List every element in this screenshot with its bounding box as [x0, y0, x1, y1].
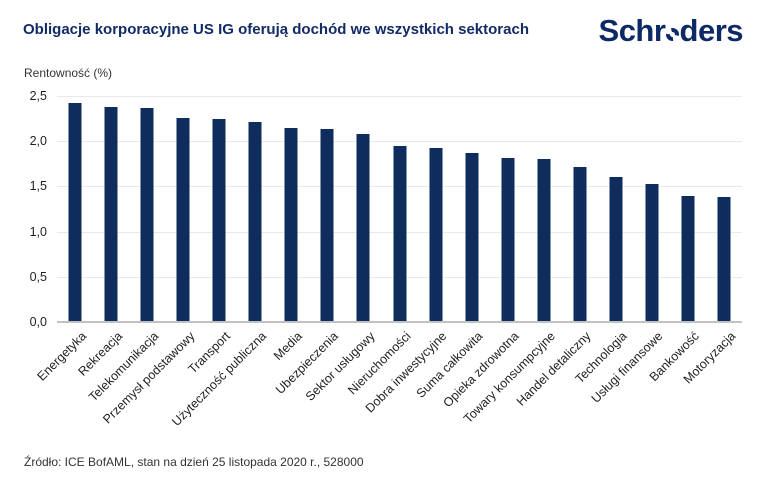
y-tick-label: 2,5 [29, 89, 47, 103]
bar-Opieka zdrowotna [501, 157, 515, 322]
bar-Handel detaliczny [573, 167, 587, 322]
bar-Motoryzacja [717, 197, 731, 322]
bar-Ubezpieczenia [320, 129, 334, 322]
y-tick-label: 1,0 [29, 225, 47, 239]
x-tick-label: Energetyka [34, 329, 89, 384]
bar-Użyteczność publiczna [248, 122, 262, 322]
page-title: Obligacje korporacyjne US IG oferują doc… [23, 21, 529, 38]
bar-Dobra inwestycyjne [429, 147, 443, 322]
bar-Telekomunikacja [140, 107, 154, 322]
schroders-logo-text-post: ders [679, 13, 744, 48]
x-tick-label: Nieruchomości [345, 329, 414, 398]
x-tick-label: Media [271, 329, 306, 363]
y-tick-label: 0,0 [29, 315, 47, 329]
bar-Media [284, 127, 298, 322]
bar-Energetyka [68, 103, 82, 322]
schroders-logo-text-pre: Schr [598, 13, 666, 48]
bar-Nieruchomości [393, 145, 406, 322]
bar-Sektor usługowy [356, 134, 370, 322]
gridline [57, 96, 742, 97]
gridline [57, 141, 742, 142]
y-tick-label: 2,0 [29, 134, 47, 148]
bar-Transport [212, 118, 226, 322]
bar-Bankowość [681, 196, 695, 322]
bar-Towary konsumpcyjne [537, 159, 551, 322]
schroders-logo-o-icon [665, 27, 680, 42]
source-note: Źródło: ICE BofAML, stan na dzień 25 lis… [24, 455, 364, 469]
x-axis-line [57, 321, 742, 323]
bar-Rekreacja [104, 106, 118, 322]
schroders-logo: Schr ders [598, 13, 744, 53]
bar-Suma całkowita [465, 153, 479, 322]
y-tick-label: 1,5 [29, 179, 47, 193]
y-tick-label: 0,5 [29, 270, 47, 284]
bar-Technologia [609, 177, 623, 322]
y-axis-title: Rentowność (%) [24, 66, 113, 80]
bar-Przemysł podstawowy [176, 117, 190, 322]
bar-Usługi finansowe [645, 183, 659, 322]
plot-area: 2,5 2,0 1,5 1,0 0,5 0,0 [30, 89, 742, 329]
